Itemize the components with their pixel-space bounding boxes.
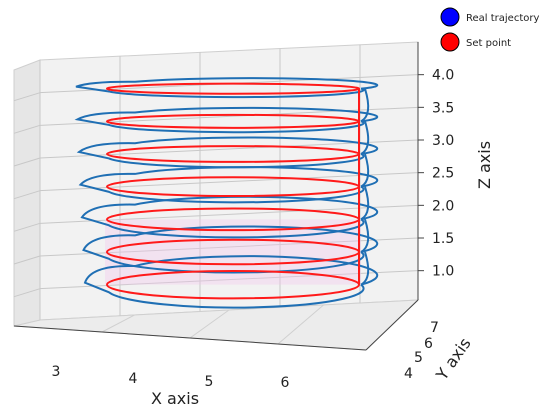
trajectory-traces [74,77,379,309]
z-axis-label: Z axis [475,141,494,189]
real-trajectory-level-2 [80,195,379,239]
real-trajectory-climb-3 [360,153,370,188]
grid-line-z-0 [39,270,419,290]
real-trajectory-climb-4 [360,121,370,155]
y-tick-label-0: 4 [404,366,413,382]
z-tick-label-0: 1.0 [432,264,454,280]
grid-line-z-left-0 [13,288,41,298]
z-tick-label-4: 3.0 [432,133,454,149]
y-tick-label-1: 5 [414,350,423,366]
legend-marker-set-point [440,32,460,52]
grid-line-z-left-1 [13,255,41,265]
real-trajectory-climb-1 [360,219,370,253]
y-tick-label-3: 7 [430,320,439,336]
real-trajectory-level-6 [75,77,379,99]
grid-line-z-left-4 [13,157,41,167]
grid-line-z-3 [39,172,419,192]
z-tick-label-2: 2.0 [432,198,454,214]
grid-line-z-left-5 [13,124,41,134]
z-tick-label-3: 2.5 [432,166,454,182]
x-tick-label-0: 3 [52,364,61,380]
y-axis-line [365,299,419,351]
real-trajectory-level-3 [78,166,379,204]
x-tick-label-1: 4 [129,371,138,387]
grid-line-z-5 [39,106,419,126]
grid-line-z-left-6 [13,92,41,102]
real-trajectory-climb-5 [360,88,370,123]
transition-band-1 [105,219,361,252]
x-axis-label: X axis [151,389,199,408]
real-trajectory-level-1 [82,225,379,274]
grid-line-z-left-2 [13,222,41,232]
z-tick-label-1: 1.5 [432,231,454,247]
real-trajectory-climb-2 [360,186,370,221]
legend-label-set-point: Set point [466,38,511,49]
floor-grid-line-1 [189,309,230,339]
floor-grid-line-0 [101,314,135,333]
grid-line-z-left-3 [13,190,41,200]
legend-label-real-trajectory: Real trajectory [466,13,539,24]
legend: Real trajectory Set point [440,7,539,52]
x-axis-line [13,325,367,351]
real-trajectory-level-4 [76,136,379,169]
grid-line-z-2 [39,204,419,224]
real-trajectory-level-5 [74,106,379,134]
legend-marker-real-trajectory [440,7,460,27]
grid-line-z-1 [39,237,419,257]
real-trajectory-climb-0 [360,251,370,286]
floor-grid-line-2 [277,304,324,345]
y-tick-label-2: 6 [424,336,433,352]
z-tick-label-6: 4.0 [432,68,454,84]
x-tick-label-2: 5 [205,374,214,390]
x-tick-label-3: 6 [281,375,290,391]
axes [13,42,419,351]
y-axis-label: Y axis [432,334,475,384]
z-tick-label-5: 3.5 [432,100,454,116]
